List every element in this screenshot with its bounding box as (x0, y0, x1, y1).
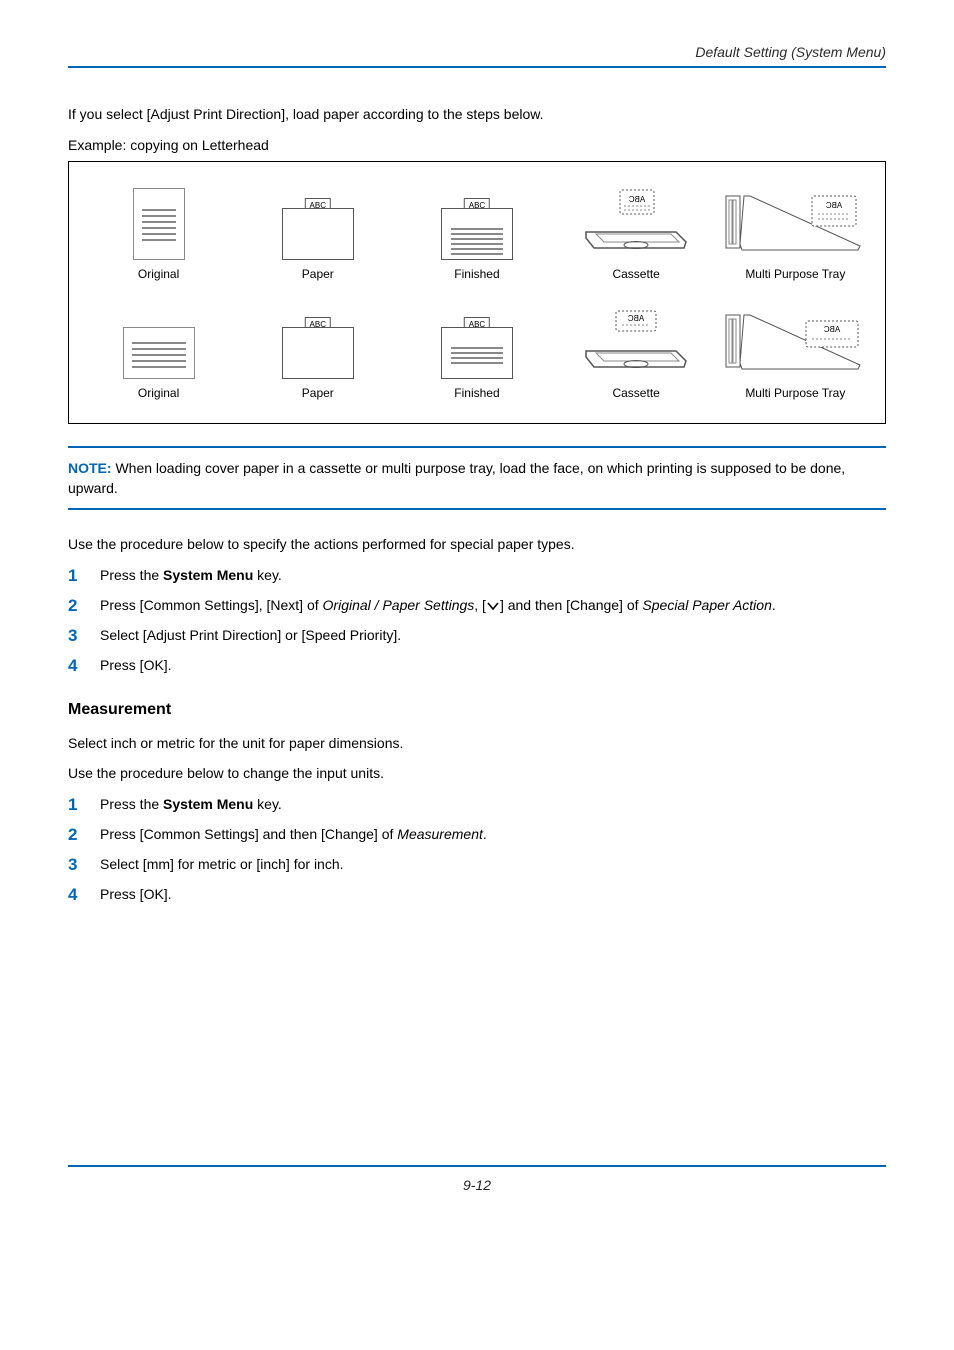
proc1-step-2: Press [Common Settings], [Next] of Origi… (68, 595, 886, 615)
p2s1-bold: System Menu (163, 796, 253, 812)
cap-finished-1: Finished (454, 266, 499, 283)
page-number: 9-12 (463, 1177, 491, 1193)
proc1-step-3: Select [Adjust Print Direction] or [Spee… (68, 625, 886, 645)
cell-mptray-2: ABC Multi Purpose Tray (716, 297, 875, 402)
cassette-icon-2: ABC (576, 301, 696, 379)
cell-cassette-1: ABC Cassette (557, 178, 716, 283)
svg-text:ABC: ABC (824, 325, 841, 334)
p2s1-post: key. (253, 796, 282, 812)
s2-i2: Special Paper Action (642, 597, 771, 613)
cell-paper-2: ABC Paper (238, 297, 397, 402)
cell-paper-1: ABC Paper (238, 178, 397, 283)
measurement-heading: Measurement (68, 698, 886, 721)
cell-original-1: Original (79, 178, 238, 283)
note-text: When loading cover paper in a cassette o… (68, 460, 845, 496)
cap-finished-2: Finished (454, 385, 499, 402)
proc2-intro2: Use the procedure below to change the in… (68, 763, 886, 783)
mptray-icon: ABC (720, 182, 870, 260)
cap-paper-2: Paper (302, 385, 334, 402)
original-thumb-2 (123, 327, 195, 379)
intro-line-1: If you select [Adjust Print Direction], … (68, 104, 886, 124)
chevron-down-icon (486, 601, 500, 611)
cell-finished-1: ABC Finished (397, 178, 556, 283)
proc1-step-1: Press the System Menu key. (68, 565, 886, 585)
p2s2-pre: Press [Common Settings] and then [Change… (100, 826, 397, 842)
s2-pre: Press [Common Settings], [Next] of (100, 597, 323, 613)
proc2-step-2: Press [Common Settings] and then [Change… (68, 824, 886, 844)
proc2-step-4: Press [OK]. (68, 884, 886, 904)
proc2-intro1: Select inch or metric for the unit for p… (68, 733, 886, 753)
cap-mptray-1: Multi Purpose Tray (745, 266, 845, 283)
note-label: NOTE: (68, 460, 112, 476)
paper-thumb-1: ABC (282, 198, 354, 260)
cell-mptray-1: ABC Multi Purpose Tray (716, 178, 875, 283)
paper-thumb-2: ABC (282, 317, 354, 379)
cassette-icon: ABC (576, 182, 696, 260)
mptray-icon-2: ABC (720, 301, 870, 379)
proc1-steps: Press the System Menu key. Press [Common… (68, 565, 886, 676)
proc2-step-1: Press the System Menu key. (68, 794, 886, 814)
s2-i1: Original / Paper Settings (323, 597, 475, 613)
cap-original-2: Original (138, 385, 179, 402)
svg-text:ABC: ABC (826, 201, 843, 210)
proc2-steps: Press the System Menu key. Press [Common… (68, 794, 886, 905)
proc2-step-3: Select [mm] for metric or [inch] for inc… (68, 854, 886, 874)
page-header: Default Setting (System Menu) (68, 42, 886, 68)
diagram-row-1: Original ABC Paper ABC Fini (79, 170, 875, 289)
cell-finished-2: ABC Finished (397, 297, 556, 402)
s2-end: . (772, 597, 776, 613)
cell-original-2: Original (79, 297, 238, 402)
svg-text:ABC: ABC (629, 195, 646, 204)
header-title: Default Setting (System Menu) (695, 42, 886, 62)
s1-post: key. (253, 567, 282, 583)
diagram-row-2: Original ABC Paper ABC (79, 289, 875, 408)
p2s1-pre: Press the (100, 796, 163, 812)
cap-cassette-2: Cassette (612, 385, 659, 402)
cap-cassette-1: Cassette (612, 266, 659, 283)
finished-thumb-2: ABC (441, 317, 513, 379)
original-thumb-1 (133, 188, 185, 260)
s2-mid: , [ (474, 597, 486, 613)
proc1-intro: Use the procedure below to specify the a… (68, 534, 886, 554)
cell-cassette-2: ABC Cassette (557, 297, 716, 402)
cap-original-1: Original (138, 266, 179, 283)
intro-example-label: Example: copying on Letterhead (68, 135, 886, 155)
cap-paper-1: Paper (302, 266, 334, 283)
p2s2-end: . (483, 826, 487, 842)
cap-mptray-2: Multi Purpose Tray (745, 385, 845, 402)
svg-text:ABC: ABC (628, 314, 645, 323)
page-footer: 9-12 (68, 1165, 886, 1195)
proc1-step-4: Press [OK]. (68, 655, 886, 675)
s1-bold: System Menu (163, 567, 253, 583)
example-diagram: Original ABC Paper ABC Fini (68, 161, 886, 424)
s1-pre: Press the (100, 567, 163, 583)
p2s2-i1: Measurement (397, 826, 483, 842)
s2-post: ] and then [Change] of (500, 597, 642, 613)
finished-thumb-1: ABC (441, 198, 513, 260)
note-box: NOTE: When loading cover paper in a cass… (68, 446, 886, 511)
